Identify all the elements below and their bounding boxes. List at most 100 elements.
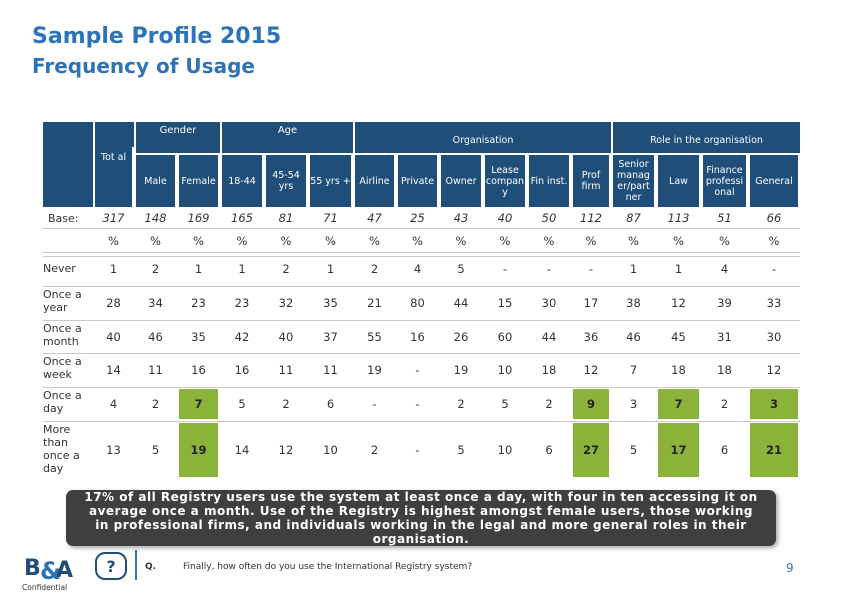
table-cell: 14: [106, 363, 121, 377]
table-cell: %: [499, 234, 511, 248]
table-cell: 30: [766, 330, 782, 344]
table-cell: %: [369, 234, 380, 248]
table-cell: 1: [629, 262, 638, 276]
table-cell: 5: [151, 443, 160, 457]
table-cell: 4: [109, 397, 118, 411]
table-cell: -: [372, 397, 377, 411]
table-cell: 19: [179, 423, 218, 477]
table-cell: -: [771, 262, 777, 276]
table-cell: -: [415, 397, 420, 411]
table-cell: 2: [370, 262, 379, 276]
table-cell: 23: [234, 296, 250, 310]
organisation-group-label: Organisation: [452, 135, 514, 146]
table-cell: 32: [278, 296, 294, 310]
svg-text:A: A: [56, 558, 73, 583]
table-cell: 21: [367, 296, 382, 310]
table-cell: 28: [106, 296, 121, 310]
row-divider: [43, 353, 800, 354]
page-title: Sample Profile 2015: [32, 24, 282, 49]
role-group-label: Role in the organisation: [650, 135, 763, 146]
table-cell: 13: [106, 443, 121, 457]
table-cell: 45: [671, 330, 686, 344]
table-cell: 113: [667, 211, 690, 225]
table-cell: 60: [497, 330, 513, 344]
svg-text:&: &: [40, 557, 61, 583]
table-cell: 2: [720, 397, 729, 411]
total-header-top: [95, 122, 134, 147]
table-cell: 50: [541, 211, 557, 225]
table-cell: 2: [457, 397, 465, 411]
table-cell: -: [502, 262, 508, 276]
table-cell: 40: [497, 211, 513, 225]
column-header: 18-44: [222, 155, 262, 207]
table-cell: 26: [453, 330, 469, 344]
table-cell: 7: [179, 389, 218, 419]
table-cell: 33: [766, 296, 782, 310]
table-cell: 6: [545, 443, 553, 457]
confidential-label: Confidential: [22, 583, 68, 592]
page-number: 9: [786, 561, 794, 575]
gender-group-header: Gender: [136, 122, 220, 153]
table-cell: 34: [148, 296, 163, 310]
row-label: Once a year: [43, 288, 82, 314]
table-cell: 1: [238, 262, 246, 276]
table-cell: 12: [278, 443, 294, 457]
row-divider: [43, 320, 800, 321]
table-cell: %: [412, 234, 423, 248]
table-cell: 19: [453, 363, 469, 377]
page-subtitle: Frequency of Usage: [32, 54, 255, 78]
table-cell: 12: [766, 363, 782, 377]
table-cell: 165: [231, 211, 253, 225]
table-cell: 44: [453, 296, 469, 310]
table-cell: %: [628, 234, 639, 248]
table-cell: 19: [367, 363, 382, 377]
table-cell: %: [325, 234, 336, 248]
column-header: Law: [658, 155, 699, 207]
table-cell: 47: [367, 211, 382, 225]
table-cell: %: [768, 234, 780, 248]
role-group-header: Role in the organisation: [613, 122, 800, 153]
table-cell: 21: [750, 423, 798, 477]
table-cell: 2: [282, 262, 290, 276]
column-header: 55 yrs +: [310, 155, 351, 207]
table-cell: 5: [629, 443, 638, 457]
table-cell: 66: [766, 211, 782, 225]
table-cell: 6: [326, 397, 335, 411]
column-header: Airline: [355, 155, 394, 207]
table-cell: 12: [671, 296, 686, 310]
column-header: Owner: [441, 155, 481, 207]
help-glyph: ?: [106, 556, 116, 576]
logo-mark-icon: B & A: [22, 553, 76, 585]
table-cell: 112: [580, 211, 602, 225]
table-cell: %: [455, 234, 467, 248]
table-cell: 25: [410, 211, 425, 225]
table-cell: 2: [370, 443, 379, 457]
table-cell: 6: [720, 443, 729, 457]
table-cell: 18: [717, 363, 732, 377]
column-header: 45-54 yrs: [266, 155, 306, 207]
table-cell: 9: [573, 389, 609, 419]
table-cell: 12: [583, 363, 599, 377]
table-cell: 2: [545, 397, 553, 411]
column-header: Male: [136, 155, 175, 207]
table-cell: 317: [102, 211, 125, 225]
table-cell: 11: [148, 363, 163, 377]
table-cell: 35: [323, 296, 338, 310]
table-cell: 40: [278, 330, 294, 344]
row-divider: [43, 256, 800, 257]
table-cell: 44: [541, 330, 557, 344]
row-label: Once a month: [43, 322, 82, 348]
column-header: Finance professi onal: [703, 155, 746, 207]
table-cell: 1: [674, 262, 683, 276]
table-cell: 18: [671, 363, 686, 377]
question-label: Q.: [145, 562, 157, 572]
table-cell: 5: [457, 262, 465, 276]
table-cell: 80: [410, 296, 425, 310]
table-cell: 169: [187, 211, 210, 225]
table-cell: 10: [497, 363, 513, 377]
help-icon[interactable]: ?: [95, 552, 127, 580]
svg-text:B: B: [24, 556, 41, 581]
table-cell: 11: [323, 363, 338, 377]
table-cell: %: [108, 234, 119, 248]
row-divider: [43, 421, 800, 422]
